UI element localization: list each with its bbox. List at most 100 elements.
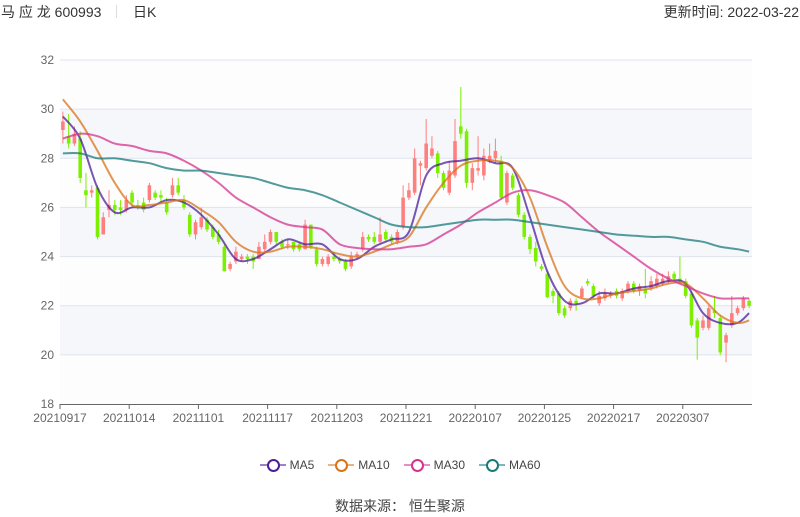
candle-down [309, 224, 313, 250]
candle-down [95, 185, 100, 240]
legend-item-ma60[interactable]: MA60 [479, 458, 540, 472]
candle-body [401, 197, 405, 228]
candle-body [343, 261, 348, 269]
candle-body [683, 281, 688, 296]
candle-body [545, 273, 550, 298]
candle-up [89, 185, 94, 198]
candle-body [378, 234, 382, 242]
candle-body [153, 192, 157, 198]
candle-body [118, 207, 123, 210]
candle-up [170, 177, 175, 198]
candle-down [695, 318, 700, 360]
chart-header: 马 应 龙 600993 日K 更新时间: 2022-03-22 [0, 2, 800, 22]
legend-label: MA10 [358, 458, 390, 472]
line-ma10 [62, 98, 750, 325]
candle-down [562, 305, 567, 318]
candle-body [366, 236, 371, 240]
candle-down [441, 170, 446, 191]
candle-body [453, 141, 457, 176]
candle-up [268, 229, 273, 245]
candle-down [528, 234, 532, 255]
candle-body [487, 155, 492, 161]
candle-down [510, 173, 515, 191]
candle-down [533, 241, 538, 267]
candle-up [620, 288, 625, 301]
candle-up [580, 286, 584, 299]
candle-up [326, 254, 330, 267]
candle-body [222, 246, 227, 272]
candle-up [401, 185, 405, 230]
legend-marker-icon [479, 458, 506, 472]
stock-name: 马 应 龙 600993 [1, 4, 102, 20]
legend-item-ma10[interactable]: MA10 [328, 458, 390, 472]
candle-body [551, 290, 555, 296]
candle-body [355, 254, 359, 257]
line-ma60 [62, 152, 750, 253]
candle-body [430, 148, 434, 156]
candle-body [193, 222, 198, 235]
candle-body [170, 185, 175, 196]
candle-body [631, 283, 636, 291]
candle-body [124, 200, 129, 210]
candle-body [718, 318, 723, 353]
candle-body [303, 224, 307, 250]
plot-band [60, 109, 752, 159]
candle-body [349, 256, 354, 267]
candle-body [66, 136, 71, 144]
candle-body [164, 202, 169, 213]
candle-down [683, 278, 688, 299]
candle-body [112, 204, 117, 210]
candle-down [187, 212, 192, 237]
candle-body [516, 195, 521, 215]
candle-body [326, 256, 330, 264]
candle-body [603, 293, 607, 299]
candle-body [234, 251, 238, 262]
legend-item-ma30[interactable]: MA30 [403, 458, 465, 472]
candle-up [147, 182, 152, 203]
candle-body [320, 259, 325, 264]
candle-body [701, 320, 705, 328]
candle-body [522, 214, 527, 237]
candle-body [159, 195, 163, 198]
candle-up [603, 288, 607, 301]
candle-up [493, 138, 498, 164]
candle-body [384, 232, 388, 240]
candle-body [61, 121, 65, 131]
candle-down [245, 254, 250, 264]
candle-up [453, 118, 457, 178]
candle-body [309, 224, 313, 247]
x-tick-label: 20220107 [449, 411, 503, 425]
legend-marker-icon [403, 458, 430, 472]
x-tick-label: 20211203 [311, 411, 364, 425]
candle-body [626, 283, 630, 291]
candle-up [234, 246, 238, 264]
line-ma30 [62, 132, 750, 300]
candle-body [730, 313, 734, 326]
candle-body [228, 263, 232, 269]
candle-up [430, 136, 434, 159]
candle-body [735, 308, 740, 314]
header-divider [116, 5, 117, 18]
candle-body [360, 236, 365, 250]
candle-body [84, 190, 88, 196]
candle-body [418, 163, 423, 166]
candle-body [447, 170, 452, 193]
candle-body [211, 227, 215, 237]
candle-body [574, 300, 578, 304]
candle-up [228, 261, 232, 272]
candle-up [407, 182, 411, 201]
candle-body [458, 126, 463, 134]
candle-down [458, 87, 463, 139]
y-tick-label: 20 [41, 348, 55, 362]
candle-body [597, 295, 601, 304]
candle-down [153, 190, 157, 201]
candle-body [332, 256, 336, 260]
legend-item-ma5[interactable]: MA5 [259, 458, 314, 472]
candle-body [441, 173, 446, 188]
candle-body [182, 200, 186, 208]
candle-up [193, 219, 198, 240]
x-tick-label: 20220307 [656, 411, 710, 425]
candle-up [505, 170, 509, 205]
candle-down [747, 298, 751, 309]
candle-body [655, 278, 659, 287]
